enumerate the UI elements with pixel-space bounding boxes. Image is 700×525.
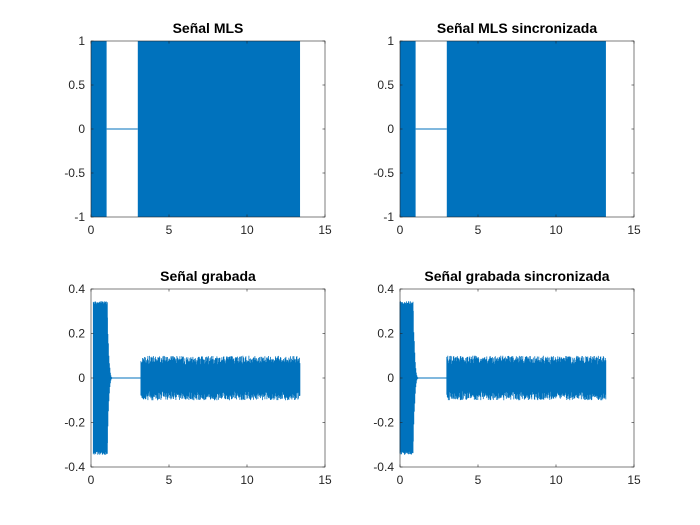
panel-recorded-synced: Señal grabada sincronizada 0 5 10 15 -0.4 -0.… bbox=[373, 268, 641, 487]
y-tick-label: -0.4 bbox=[373, 460, 394, 474]
signal-segment-1 bbox=[412, 310, 419, 442]
x-tick-label: 5 bbox=[475, 473, 482, 487]
y-tick-label: -1 bbox=[74, 210, 85, 224]
signal-segment-0 bbox=[92, 301, 108, 455]
y-tick-label: 0 bbox=[78, 122, 85, 136]
y-tick-label: 0 bbox=[387, 371, 394, 385]
signal-segment-3 bbox=[140, 355, 301, 401]
y-tick-label: 0 bbox=[387, 122, 394, 136]
x-tick-label: 0 bbox=[88, 223, 95, 237]
x-tick-label: 15 bbox=[318, 473, 332, 487]
y-tick-label: 1 bbox=[78, 34, 85, 48]
signal-segment-0 bbox=[91, 41, 107, 217]
x-tick-label: 0 bbox=[397, 223, 404, 237]
x-tick-label: 5 bbox=[166, 223, 173, 237]
x-tick-label: 15 bbox=[627, 223, 641, 237]
y-tick-label: 0.4 bbox=[68, 282, 85, 296]
panel-title: Señal grabada bbox=[160, 268, 256, 284]
signal-segment-0 bbox=[400, 41, 416, 217]
x-tick-label: 10 bbox=[549, 223, 563, 237]
panel-mls: Señal MLS 0 5 10 15 -1 -0.5 0 0.5 1 bbox=[64, 20, 332, 237]
y-tick-label: 0.4 bbox=[377, 282, 394, 296]
signal-segment-3 bbox=[446, 355, 607, 401]
y-tick-label: -1 bbox=[383, 210, 394, 224]
x-tick-label: 10 bbox=[549, 473, 563, 487]
y-tick-label: -0.2 bbox=[373, 416, 394, 430]
panel-title: Señal MLS bbox=[173, 20, 244, 36]
y-tick-label: 0 bbox=[78, 371, 85, 385]
signal-segment-1 bbox=[107, 317, 113, 443]
x-tick-label: 0 bbox=[88, 473, 95, 487]
y-tick-label: -0.5 bbox=[373, 166, 394, 180]
panel-title: Señal MLS sincronizada bbox=[437, 20, 597, 36]
signal-segment-2 bbox=[137, 41, 301, 217]
panel-recorded: Señal grabada 0 5 10 15 -0.4 -0.2 0 0.2 0.4 bbox=[64, 268, 332, 487]
y-tick-label: 0.2 bbox=[68, 327, 85, 341]
signal-segment-2 bbox=[446, 41, 606, 217]
x-tick-label: 15 bbox=[627, 473, 641, 487]
panel-title: Señal grabada sincronizada bbox=[424, 268, 609, 284]
y-tick-label: -0.4 bbox=[64, 460, 85, 474]
x-tick-label: 5 bbox=[475, 223, 482, 237]
y-tick-label: 0.5 bbox=[68, 78, 85, 92]
x-tick-label: 10 bbox=[240, 223, 254, 237]
x-tick-label: 15 bbox=[318, 223, 332, 237]
y-tick-label: 0.5 bbox=[377, 78, 394, 92]
x-tick-label: 10 bbox=[240, 473, 254, 487]
x-tick-label: 0 bbox=[397, 473, 404, 487]
y-tick-label: -0.2 bbox=[64, 416, 85, 430]
y-tick-label: 0.2 bbox=[377, 327, 394, 341]
y-tick-label: -0.5 bbox=[64, 166, 85, 180]
y-tick-label: 1 bbox=[387, 34, 394, 48]
x-tick-label: 5 bbox=[166, 473, 173, 487]
panel-mls-synced: Señal MLS sincronizada 0 5 10 15 -1 -0.5 0 0.5 1 bbox=[373, 20, 641, 237]
